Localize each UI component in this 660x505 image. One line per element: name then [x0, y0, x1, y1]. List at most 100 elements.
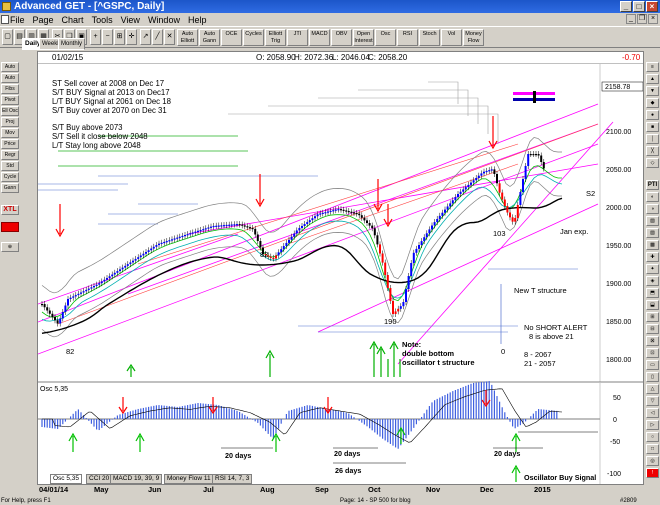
menu-chart[interactable]: Chart	[61, 14, 84, 25]
tab-rsi[interactable]: RSI 14, 7, 3	[212, 474, 253, 484]
candle-body	[51, 313, 54, 317]
right-tool-6[interactable]: ■	[646, 122, 659, 132]
money-flow-button[interactable]: Money Flow	[463, 29, 484, 46]
rsi-button[interactable]: RSI	[397, 29, 418, 46]
right-tool-3[interactable]: ▼	[646, 86, 659, 96]
left-tool-std-dev[interactable]: Std Dev	[1, 161, 19, 171]
open-interest-button[interactable]: Open Interest	[353, 29, 374, 46]
tab-macd[interactable]: MACD 19, 39, 9	[110, 474, 163, 484]
right-tool-pti[interactable]: PTI	[646, 180, 659, 190]
open-icon[interactable]: ▤	[14, 29, 25, 45]
left-tool-pivot[interactable]: Pivot	[1, 95, 19, 105]
osc-sell-arrows	[118, 390, 491, 415]
left-tool-auto-elliott[interactable]: Auto Elliott	[1, 62, 19, 72]
right-tool-13[interactable]: ▧	[646, 216, 659, 226]
right-tool-19[interactable]: ⬒	[646, 288, 659, 298]
right-tool-30[interactable]: ▷	[646, 420, 659, 430]
obv-button[interactable]: OBV	[331, 29, 352, 46]
delete-icon[interactable]: ✕	[164, 29, 175, 45]
right-tool-14[interactable]: ▨	[646, 228, 659, 238]
oce-button[interactable]: OCE	[221, 29, 242, 46]
right-tool-16[interactable]: ✚	[646, 252, 659, 262]
jti-button[interactable]: JTI	[287, 29, 308, 46]
right-tool-25[interactable]: ▭	[646, 360, 659, 370]
left-tool-cycle[interactable]: Cycle	[1, 172, 19, 182]
menu-file[interactable]: File	[10, 14, 25, 25]
left-tool-proj[interactable]: Proj	[1, 117, 19, 127]
right-tool-33[interactable]: ◎	[646, 456, 659, 466]
right-tool-9[interactable]: ◇	[646, 158, 659, 168]
osc-bar	[197, 403, 199, 419]
menu-page[interactable]: Page	[32, 14, 54, 25]
tab-monthly[interactable]: Monthly	[58, 38, 86, 50]
candle-body	[527, 154, 530, 166]
mdi-close-button[interactable]: ×	[648, 14, 658, 24]
right-tool-23[interactable]: ⊠	[646, 336, 659, 346]
zoom-out-icon[interactable]: −	[102, 29, 113, 45]
left-tool-gann[interactable]: Gann	[1, 183, 19, 193]
left-tool-xtl[interactable]: XTL	[1, 205, 19, 215]
tab-osc[interactable]: Osc 5,35	[50, 474, 83, 484]
bar-chart-icon[interactable]: ⊞	[114, 29, 125, 45]
auto-gann-button[interactable]: Auto Gann	[199, 29, 220, 46]
right-tool-11[interactable]: ◐	[646, 192, 659, 202]
vol-button[interactable]: Vol	[441, 29, 462, 46]
chart-window[interactable]: 01/02/15 O: 2058.90 H: 2072.36 L: 2046.0…	[37, 51, 644, 485]
tab-daily[interactable]: Daily	[22, 38, 44, 50]
new-chart-icon[interactable]: ▢	[2, 29, 13, 45]
right-tool-20[interactable]: ⬓	[646, 300, 659, 310]
right-tool-27[interactable]: △	[646, 384, 659, 394]
right-tool-18[interactable]: ◈	[646, 276, 659, 286]
left-tool-extra-icon[interactable]: ⊕	[1, 242, 19, 252]
right-tool-31[interactable]: ○	[646, 432, 659, 442]
arrow-icon[interactable]: ↗	[140, 29, 151, 45]
menu-tools[interactable]: Tools	[91, 14, 113, 25]
left-tool-regr[interactable]: Regr	[1, 150, 19, 160]
elliott-trig-button[interactable]: Elliott Trig	[265, 29, 286, 46]
close-button[interactable]: ×	[646, 1, 658, 12]
menu-help[interactable]: Help	[187, 14, 207, 25]
right-tool-34[interactable]: !	[646, 468, 659, 478]
right-tool-32[interactable]: □	[646, 444, 659, 454]
candle-body	[243, 225, 246, 227]
line-icon[interactable]: ╱	[152, 29, 163, 45]
right-tool-17[interactable]: ✦	[646, 264, 659, 274]
right-tool-1[interactable]: ≡	[646, 62, 659, 72]
right-tool-24[interactable]: ⊡	[646, 348, 659, 358]
right-tool-2[interactable]: ▲	[646, 74, 659, 84]
left-tool-red-marker-icon[interactable]	[1, 222, 19, 232]
osc-button[interactable]: Osc	[375, 29, 396, 46]
macd-button[interactable]: MACD	[309, 29, 330, 46]
candle-body	[186, 234, 189, 236]
right-tool-15[interactable]: ▩	[646, 240, 659, 250]
candle-body	[282, 246, 285, 250]
tab-money-flow[interactable]: Money Flow 11	[164, 474, 214, 484]
maximize-button[interactable]: □	[633, 1, 645, 12]
right-tool-21[interactable]: ⊞	[646, 312, 659, 322]
right-tool-12[interactable]: ◑	[646, 204, 659, 214]
left-tool-fibs[interactable]: Fibs	[1, 84, 19, 94]
right-tool-8[interactable]: ╳	[646, 146, 659, 156]
menu-view[interactable]: View	[120, 14, 140, 25]
stoch-button[interactable]: Stoch	[419, 29, 440, 46]
right-tool-29[interactable]: ◁	[646, 408, 659, 418]
tab-cci[interactable]: CCI 20	[86, 474, 113, 484]
zoom-in-icon[interactable]: +	[90, 29, 101, 45]
mdi-restore-button[interactable]: ❐	[637, 14, 647, 24]
right-tool-22[interactable]: ⊟	[646, 324, 659, 334]
right-tool-28[interactable]: ▽	[646, 396, 659, 406]
right-tool-26[interactable]: ▯	[646, 372, 659, 382]
menu-window[interactable]: Window	[147, 14, 180, 25]
left-tool-auto-gann[interactable]: Auto Gann	[1, 73, 19, 83]
mdi-minimize-button[interactable]: _	[626, 14, 636, 24]
left-tool-price-chnl[interactable]: Price Chnl	[1, 139, 19, 149]
right-tool-4[interactable]: ◆	[646, 98, 659, 108]
minimize-button[interactable]: _	[620, 1, 632, 12]
left-tool-mov-avg[interactable]: Mov Avg	[1, 128, 19, 138]
left-tool-ell-osc[interactable]: Ell Osc	[1, 106, 19, 116]
right-tool-7[interactable]: │	[646, 134, 659, 144]
cycles-button[interactable]: Cycles	[243, 29, 264, 46]
crosshair-icon[interactable]: ✛	[126, 29, 137, 45]
auto-elliott-button[interactable]: Auto Elliott	[177, 29, 198, 46]
right-tool-5[interactable]: ●	[646, 110, 659, 120]
